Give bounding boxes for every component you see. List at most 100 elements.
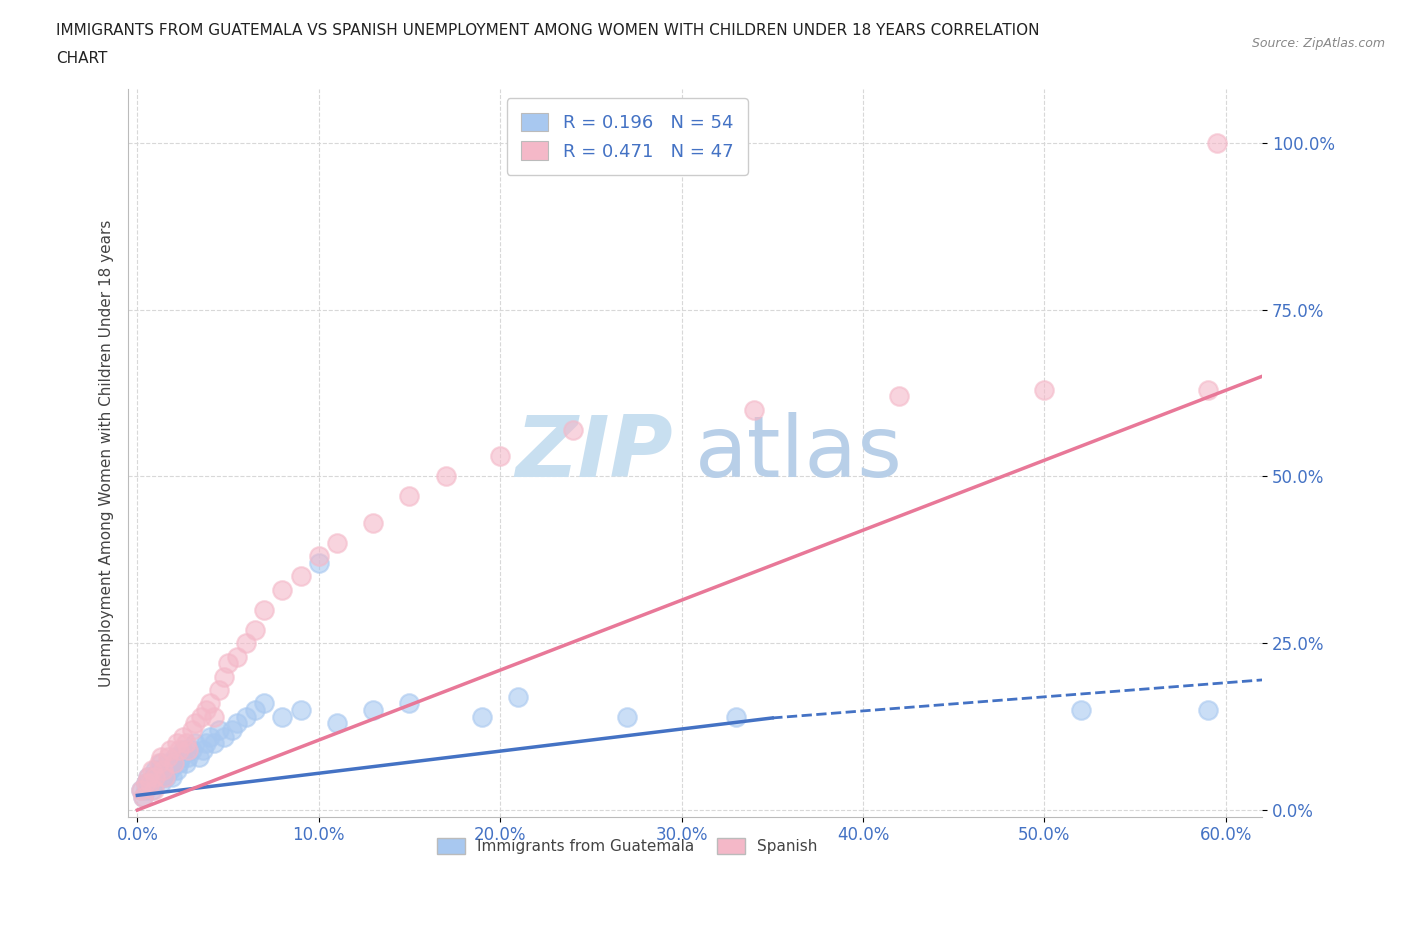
Point <box>135 776 157 790</box>
Point <box>195 736 218 751</box>
Point <box>146 769 169 784</box>
Point <box>141 763 163 777</box>
Point <box>162 756 184 771</box>
Point <box>129 782 152 797</box>
Point <box>235 710 257 724</box>
Point <box>149 776 172 790</box>
Point <box>139 776 162 790</box>
Point <box>167 756 190 771</box>
Point <box>226 716 249 731</box>
Point <box>148 763 170 777</box>
Legend: Immigrants from Guatemala, Spanish: Immigrants from Guatemala, Spanish <box>432 831 824 860</box>
Point <box>129 782 152 797</box>
Point <box>136 769 159 784</box>
Point <box>190 710 212 724</box>
Point <box>176 756 198 771</box>
Point <box>198 729 221 744</box>
Point <box>180 742 202 757</box>
Point <box>1070 702 1092 717</box>
Point <box>139 776 162 790</box>
Point <box>177 742 200 757</box>
Point <box>214 670 236 684</box>
Point <box>155 769 177 784</box>
Point <box>245 702 267 717</box>
Point <box>198 696 221 711</box>
Point <box>172 742 194 757</box>
Point <box>184 716 207 731</box>
Point <box>157 750 180 764</box>
Point <box>361 702 384 717</box>
Point <box>226 649 249 664</box>
Point <box>195 702 218 717</box>
Point <box>132 790 155 804</box>
Point <box>148 756 170 771</box>
Point <box>361 515 384 530</box>
Point <box>176 736 198 751</box>
Text: Source: ZipAtlas.com: Source: ZipAtlas.com <box>1251 37 1385 50</box>
Y-axis label: Unemployment Among Women with Children Under 18 years: Unemployment Among Women with Children U… <box>100 219 114 686</box>
Point <box>221 723 243 737</box>
Point <box>166 763 188 777</box>
Point <box>290 702 312 717</box>
Point <box>471 710 494 724</box>
Point <box>152 763 174 777</box>
Point <box>398 489 420 504</box>
Point <box>162 756 184 771</box>
Point <box>141 782 163 797</box>
Point <box>159 763 181 777</box>
Point <box>145 776 167 790</box>
Point <box>160 769 183 784</box>
Point <box>271 710 294 724</box>
Point <box>253 603 276 618</box>
Text: atlas: atlas <box>695 412 903 495</box>
Point <box>132 790 155 804</box>
Point <box>191 742 214 757</box>
Point <box>742 403 765 418</box>
Text: ZIP: ZIP <box>515 412 672 495</box>
Point <box>398 696 420 711</box>
Point <box>149 750 172 764</box>
Point <box>1033 382 1056 397</box>
Point <box>149 756 172 771</box>
Point <box>1197 382 1219 397</box>
Point <box>135 782 157 797</box>
Point <box>889 389 911 404</box>
Point <box>208 723 231 737</box>
Text: IMMIGRANTS FROM GUATEMALA VS SPANISH UNEMPLOYMENT AMONG WOMEN WITH CHILDREN UNDE: IMMIGRANTS FROM GUATEMALA VS SPANISH UNE… <box>56 23 1040 38</box>
Point <box>136 769 159 784</box>
Point <box>1197 702 1219 717</box>
Point <box>166 736 188 751</box>
Point <box>326 716 349 731</box>
Point <box>290 569 312 584</box>
Point <box>208 683 231 698</box>
Point <box>180 723 202 737</box>
Point <box>214 729 236 744</box>
Point <box>202 736 225 751</box>
Point <box>202 710 225 724</box>
Text: CHART: CHART <box>56 51 108 66</box>
Point <box>145 763 167 777</box>
Point <box>188 750 211 764</box>
Point <box>167 742 190 757</box>
Point <box>434 469 457 484</box>
Point <box>157 756 180 771</box>
Point <box>271 582 294 597</box>
Point <box>145 769 167 784</box>
Point <box>489 449 512 464</box>
Point <box>217 656 239 671</box>
Point <box>235 636 257 651</box>
Point <box>308 556 330 571</box>
Point <box>142 769 165 784</box>
Point <box>159 742 181 757</box>
Point <box>724 710 747 724</box>
Point <box>135 776 157 790</box>
Point <box>170 750 193 764</box>
Point <box>142 782 165 797</box>
Point <box>326 536 349 551</box>
Point <box>308 549 330 564</box>
Point <box>153 769 176 784</box>
Point <box>172 729 194 744</box>
Point <box>253 696 276 711</box>
Point <box>616 710 638 724</box>
Point <box>1205 136 1227 151</box>
